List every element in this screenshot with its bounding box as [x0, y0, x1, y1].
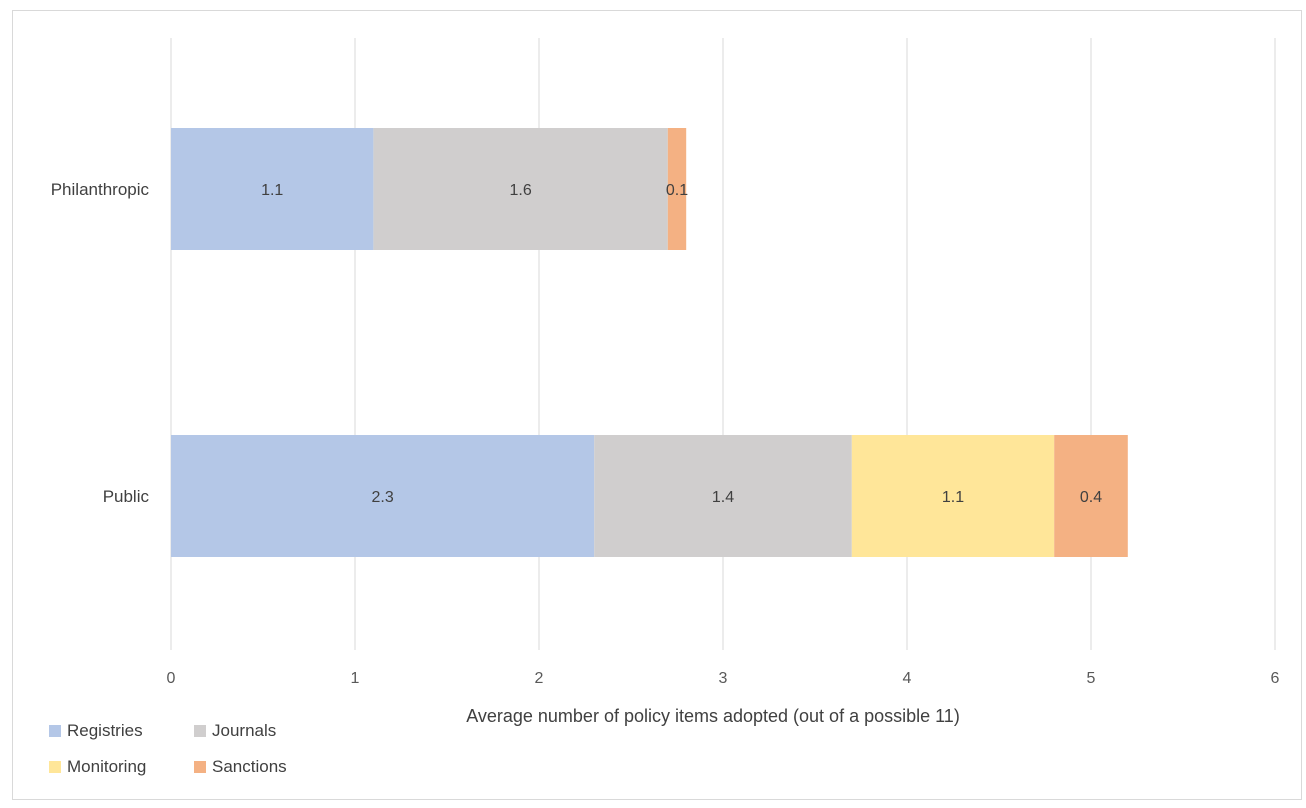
data-label: 0.4 [1080, 489, 1102, 506]
legend-label: Sanctions [212, 757, 287, 776]
legend-label: Monitoring [67, 757, 147, 776]
x-tick-label: 3 [719, 670, 728, 687]
x-tick-label: 6 [1271, 670, 1280, 687]
legend-swatch [194, 725, 206, 737]
legend-swatch [194, 761, 206, 773]
x-tick-label: 5 [1087, 670, 1096, 687]
category-label: Philanthropic [51, 180, 150, 199]
bar-segment-sanctions [1054, 435, 1128, 557]
data-labels: 1.1 1.6 0.1 2.3 1.4 1.1 0.4 [261, 182, 1102, 506]
legend-item-registries: Registries [49, 718, 194, 744]
chart-frame [12, 10, 1302, 800]
legend-swatch [49, 761, 61, 773]
bar-segment-monitoring [851, 435, 1055, 557]
legend: Registries Journals Monitoring Sanctions [49, 718, 339, 780]
legend-item-journals: Journals [194, 718, 339, 744]
legend-label: Journals [212, 721, 277, 740]
x-tick-label: 4 [903, 670, 912, 687]
bar-segment-journals [594, 435, 852, 557]
legend-label: Registries [67, 721, 143, 740]
data-label: 1.4 [712, 489, 734, 506]
x-tick-label: 0 [167, 670, 176, 687]
x-tick-label: 1 [351, 670, 360, 687]
data-label: 1.1 [942, 489, 964, 506]
x-tick-label: 2 [535, 670, 544, 687]
data-label: 1.1 [261, 182, 283, 199]
bars [171, 128, 1128, 557]
bar-segment-sanctions [667, 128, 687, 250]
legend-item-sanctions: Sanctions [194, 754, 339, 780]
bar-segment-journals [373, 128, 668, 250]
legend-swatch [49, 725, 61, 737]
data-label: 1.6 [509, 182, 531, 199]
bar-segment-registries [171, 435, 595, 557]
bar-segment-registries [171, 128, 374, 250]
x-axis-title: Average number of policy items adopted (… [466, 706, 960, 726]
legend-item-monitoring: Monitoring [49, 754, 194, 780]
x-tick-labels: 0 1 2 3 4 5 6 [167, 670, 1280, 687]
category-label: Public [103, 487, 150, 506]
data-label: 0.1 [666, 182, 688, 199]
data-label: 2.3 [371, 489, 393, 506]
y-category-labels: Philanthropic Public [51, 180, 150, 506]
